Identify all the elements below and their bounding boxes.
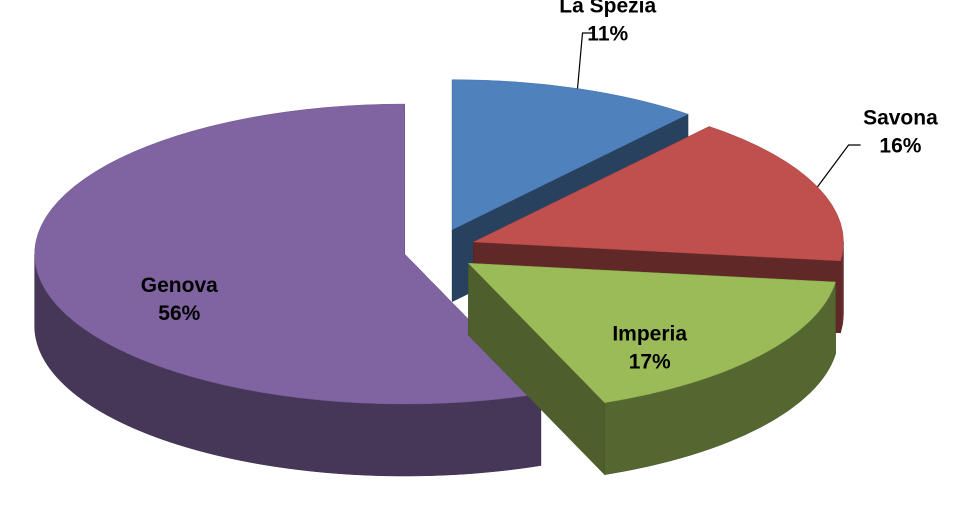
data-label-name: Imperia: [612, 323, 687, 346]
data-label-value: 56%: [158, 302, 200, 325]
slice-top: [451, 79, 689, 231]
data-label-value: 16%: [879, 135, 921, 158]
slice-top: [34, 103, 542, 405]
slice: [34, 103, 542, 477]
slice-top: [467, 262, 836, 403]
leader-line: [817, 144, 861, 188]
data-label-value: 17%: [629, 351, 671, 374]
data-label-value: 11%: [587, 23, 628, 46]
data-label-name: Genova: [141, 274, 218, 297]
slice: [467, 262, 836, 476]
data-label-name: La Spezia: [559, 0, 656, 18]
data-label-name: Savona: [863, 107, 938, 130]
leader-line: [576, 32, 595, 89]
slice-top: [472, 126, 844, 262]
